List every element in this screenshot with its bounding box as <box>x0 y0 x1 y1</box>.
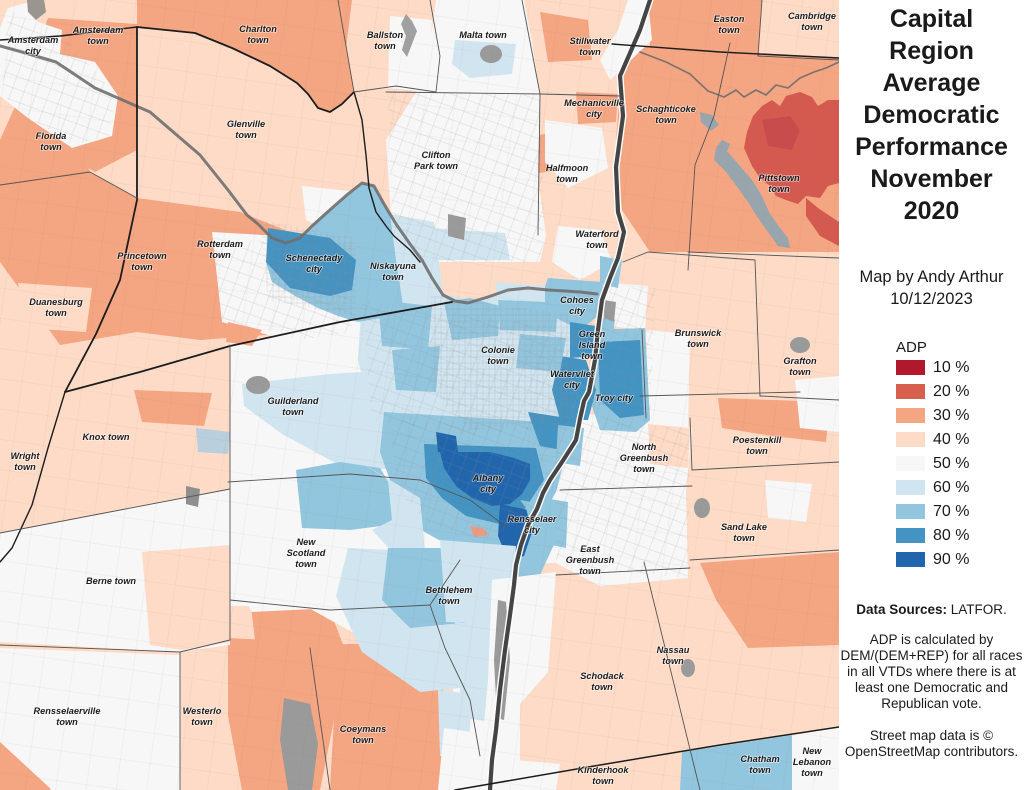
svg-text:Knox town: Knox town <box>83 432 130 442</box>
svg-text:Malta town: Malta town <box>459 30 507 40</box>
svg-text:Berne town: Berne town <box>86 576 136 586</box>
svg-text:Troy city: Troy city <box>595 393 634 403</box>
